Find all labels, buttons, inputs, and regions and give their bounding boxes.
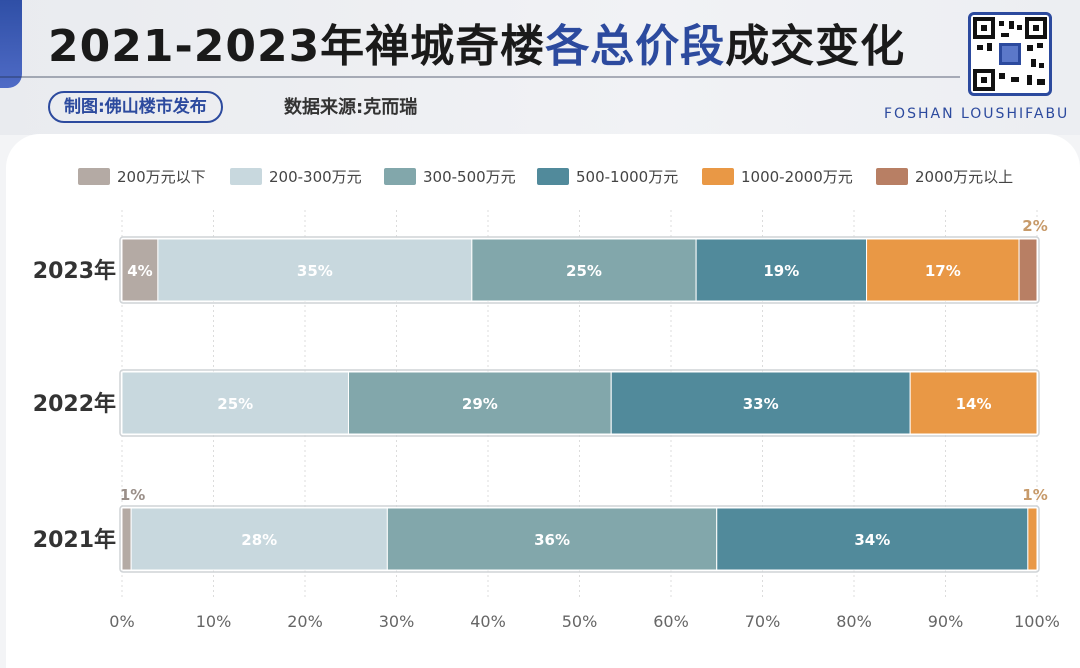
x-tick-label: 60%	[653, 612, 689, 631]
title-part2: 成交变化	[725, 21, 906, 72]
x-tick-label: 70%	[745, 612, 781, 631]
title-highlight: 各总价段	[545, 21, 726, 72]
data-label: 14%	[956, 395, 992, 413]
bar-segment	[157, 238, 473, 302]
y-category-label: 2022年	[33, 391, 116, 417]
legend-label: 2000万元以上	[915, 168, 1013, 186]
data-label: 36%	[534, 531, 570, 549]
legend-swatch	[702, 168, 734, 185]
title-underline	[0, 76, 960, 78]
legend-label: 1000-2000万元	[741, 168, 853, 186]
bar-segment	[866, 238, 1020, 302]
bar-segment	[121, 507, 132, 571]
bar-frame	[119, 505, 1040, 573]
x-tick-label: 50%	[562, 612, 598, 631]
legend-label: 300-500万元	[423, 168, 516, 186]
x-tick-label: 10%	[196, 612, 232, 631]
legend-swatch	[876, 168, 908, 185]
data-label: 25%	[566, 262, 602, 280]
bar-frame	[119, 369, 1040, 437]
data-label: 29%	[462, 395, 498, 413]
bar-segment	[121, 371, 349, 435]
x-tick-label: 20%	[287, 612, 323, 631]
credit-badge: 制图:佛山楼市发布	[48, 91, 223, 123]
data-label: 25%	[217, 395, 253, 413]
data-label: 34%	[854, 531, 890, 549]
bar-segment	[386, 507, 718, 571]
header: 2021-2023年禅城奇楼各总价段成交变化 制图:佛山楼市发布 数据来源:克而…	[0, 0, 1080, 135]
bar-segment	[121, 238, 159, 302]
x-tick-label: 40%	[470, 612, 506, 631]
x-tick-label: 80%	[836, 612, 872, 631]
y-category-label: 2021年	[33, 527, 116, 553]
data-label: 35%	[297, 262, 333, 280]
x-tick-label: 90%	[928, 612, 964, 631]
bar-segment	[695, 238, 868, 302]
bar-segment	[610, 371, 911, 435]
x-tick-label: 100%	[1014, 612, 1060, 631]
y-category-label: 2023年	[33, 258, 116, 284]
data-label-outside: 2%	[1022, 217, 1047, 235]
legend-swatch	[537, 168, 569, 185]
data-label-outside: 1%	[1022, 486, 1047, 504]
bar-segment	[471, 238, 697, 302]
accent-bar	[0, 0, 22, 88]
data-label: 19%	[763, 262, 799, 280]
bar-segment	[130, 507, 388, 571]
bar-segment	[1027, 507, 1038, 571]
bar-segment	[909, 371, 1038, 435]
bar-frame	[119, 236, 1040, 304]
legend-swatch	[78, 168, 110, 185]
x-tick-label: 0%	[109, 612, 134, 631]
bar-segment	[716, 507, 1029, 571]
legend-label: 200万元以下	[117, 168, 206, 186]
data-label: 17%	[925, 262, 961, 280]
data-label: 4%	[127, 262, 152, 280]
bar-segment	[1018, 238, 1038, 302]
legend-swatch	[384, 168, 416, 185]
legend-label: 200-300万元	[269, 168, 362, 186]
legend-swatch	[230, 168, 262, 185]
data-label: 28%	[241, 531, 277, 549]
title-part1: 2021-2023年禅城奇楼	[48, 21, 546, 72]
x-tick-label: 30%	[379, 612, 415, 631]
data-label-outside: 1%	[120, 486, 145, 504]
brand-name: FOSHAN LOUSHIFABU	[884, 106, 1070, 122]
legend-label: 500-1000万元	[576, 168, 678, 186]
data-label: 33%	[743, 395, 779, 413]
qr-code-icon	[968, 12, 1052, 96]
bar-segment	[347, 371, 612, 435]
page-title: 2021-2023年禅城奇楼各总价段成交变化	[48, 10, 905, 74]
data-source: 数据来源:克而瑞	[284, 97, 418, 118]
